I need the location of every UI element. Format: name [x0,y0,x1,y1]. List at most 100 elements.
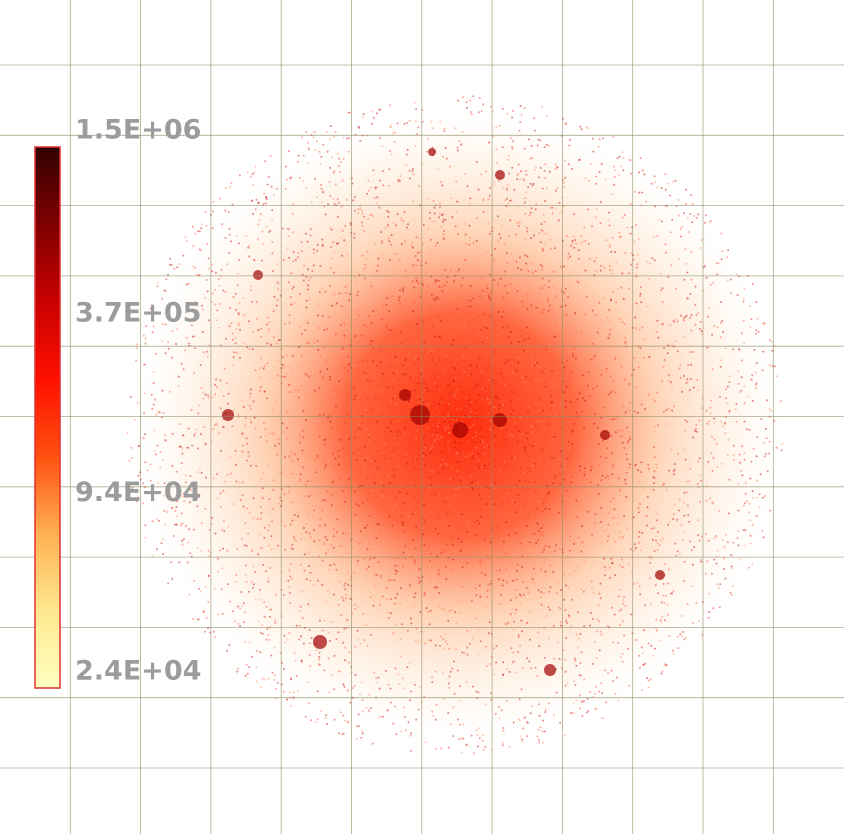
particle [401,565,404,568]
particle [321,419,324,422]
particle [567,257,570,260]
particle [577,257,580,260]
particle [589,395,592,398]
particle [365,257,368,260]
particle [313,373,316,376]
particle [559,721,562,724]
particle [526,525,529,528]
particle [365,408,368,411]
particle [152,371,155,374]
particle [330,417,333,419]
particle [540,568,543,570]
particle [628,383,631,385]
particle [492,379,495,382]
particle [258,533,261,536]
particle [540,385,543,388]
particle [426,549,429,552]
particle [219,492,222,495]
particle [469,356,472,359]
particle [547,637,550,640]
particle [262,472,265,475]
particle [497,705,500,708]
particle [342,447,345,450]
particle [723,568,725,571]
particle [668,521,671,523]
particle [593,440,596,443]
particle [314,458,317,461]
particle [608,243,611,246]
particle [405,414,408,417]
particle [268,638,271,641]
particle [683,561,686,563]
particle [738,558,741,561]
particle [568,387,571,390]
particle [530,262,533,265]
particle [533,168,536,171]
particle [254,427,257,430]
particle [408,584,411,587]
particle [694,285,697,288]
particle [392,504,394,507]
particle [305,186,308,189]
particle [529,182,532,185]
particle [313,252,316,255]
particle [539,167,542,169]
particle [444,633,447,636]
particle [502,729,505,732]
particle [536,675,539,678]
particle [456,669,459,672]
particle [401,553,404,556]
particle [688,389,691,392]
particle [410,732,413,735]
particle [686,271,689,274]
particle [438,388,441,391]
particle [638,535,640,538]
particle [305,457,308,460]
particle [301,333,303,336]
particle [676,320,679,323]
particle [573,318,575,321]
particle [538,714,541,717]
particle [408,661,411,664]
particle [406,148,409,151]
particle [486,336,489,339]
particle [444,218,447,221]
particle [542,409,545,412]
particle [300,538,303,540]
particle [656,629,659,632]
particle [264,160,267,163]
particle [246,442,249,445]
particle [382,351,385,354]
particle [521,480,523,483]
particle [600,265,603,267]
particle [623,515,626,518]
particle [334,466,337,469]
particle [454,289,457,292]
particle [166,314,169,317]
particle [325,490,328,493]
particle [660,187,663,189]
particle [339,545,342,548]
particle [672,652,675,655]
particle [237,272,240,275]
particle [380,353,383,356]
particle [518,221,521,224]
particle [445,157,448,160]
particle [543,169,546,172]
particle [438,285,441,288]
particle [222,289,225,292]
particle [428,623,431,626]
particle [448,448,451,451]
particle [370,407,373,410]
particle [381,595,384,598]
particle [554,413,557,416]
particle [486,555,489,558]
particle [494,382,497,385]
particle [231,332,234,335]
particle [591,662,594,665]
particle [430,436,433,439]
particle [622,536,625,539]
particle [431,438,434,441]
particle [416,528,419,531]
particle [390,234,393,237]
